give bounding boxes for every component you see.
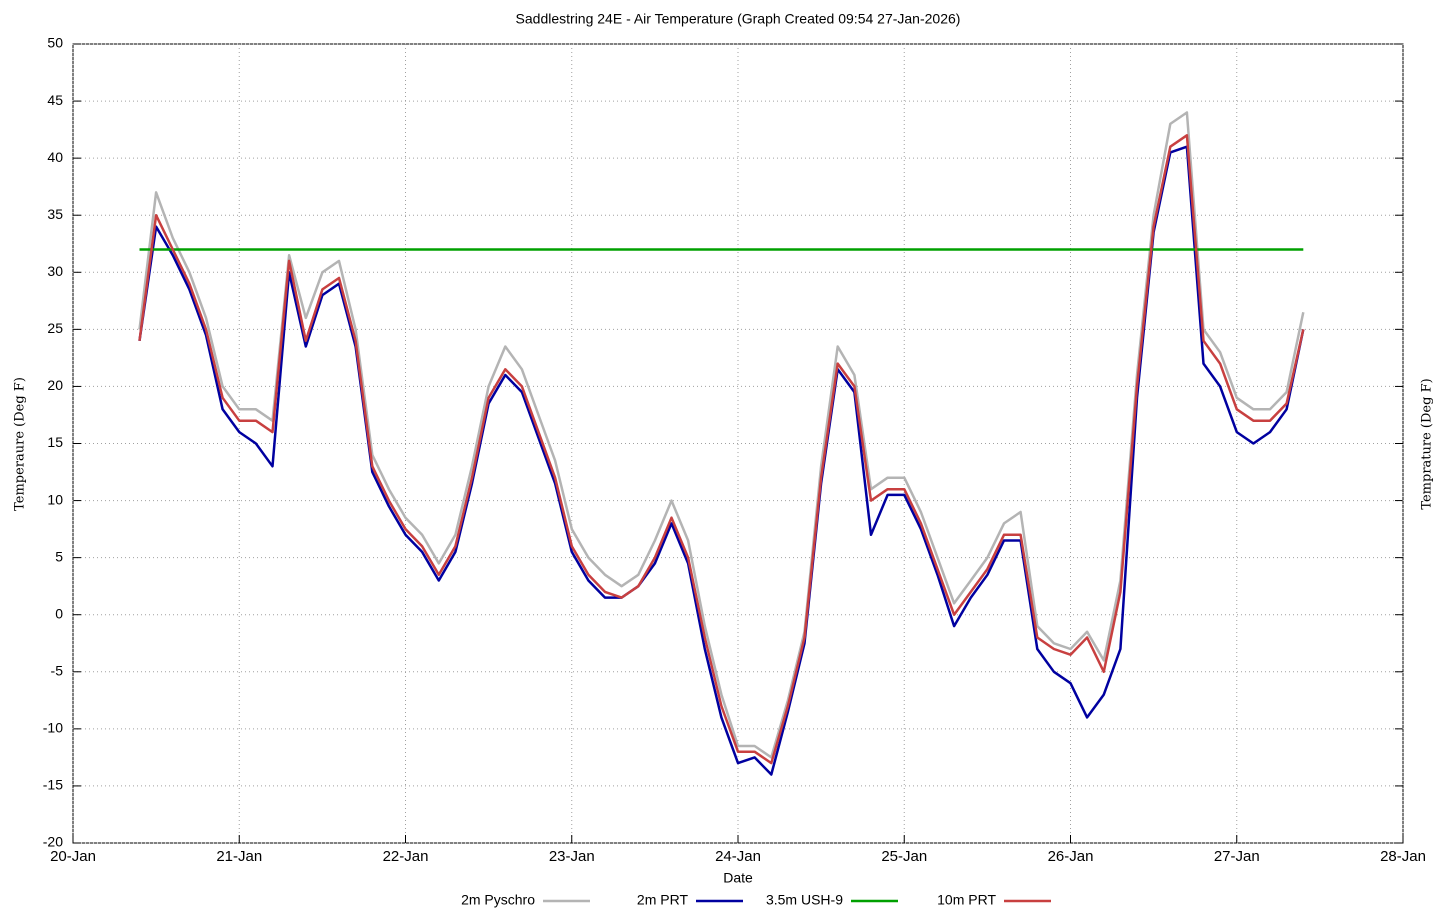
y-tick-label: 20 xyxy=(47,377,63,393)
y-tick-label: -5 xyxy=(51,662,64,678)
x-tick-label: 28-Jan xyxy=(1380,848,1426,865)
x-tick-label: 24-Jan xyxy=(715,848,761,865)
series-line xyxy=(138,145,1305,776)
chart-title: Saddlestring 24E - Air Temperature (Grap… xyxy=(516,11,961,27)
x-tick-label: 21-Jan xyxy=(216,848,262,865)
y-tick-label: 25 xyxy=(47,320,63,336)
y-tick-label: 5 xyxy=(55,548,63,564)
y-tick-label: -10 xyxy=(43,720,63,736)
series-line xyxy=(138,134,1305,765)
legend-label: 10m PRT xyxy=(937,892,996,908)
x-axis-label: Date xyxy=(723,870,753,886)
y-tick-label: 35 xyxy=(47,206,63,222)
x-tick-label: 22-Jan xyxy=(383,848,429,865)
x-tick-label: 27-Jan xyxy=(1214,848,1260,865)
y-tick-label: 30 xyxy=(47,263,63,279)
x-tick-label: 26-Jan xyxy=(1048,848,1094,865)
x-tick-label: 20-Jan xyxy=(50,848,96,865)
y-tick-label: 15 xyxy=(47,434,63,450)
y2-axis-label: Temprature (Deg F) xyxy=(1420,378,1435,509)
legend-label: 2m PRT xyxy=(637,892,689,908)
y-axis-label: Temperaure (Deg F) xyxy=(13,377,28,511)
y-tick-label: 10 xyxy=(47,491,63,507)
x-tick-label: 25-Jan xyxy=(881,848,927,865)
legend-label: 3.5m USH-9 xyxy=(766,892,843,908)
y-tick-label: -20 xyxy=(43,834,63,850)
y-tick-label: 45 xyxy=(47,92,63,108)
y-tick-label: 50 xyxy=(47,35,63,51)
y-tick-label: -15 xyxy=(43,777,63,793)
series-line xyxy=(138,111,1305,759)
legend-label: 2m Pyschro xyxy=(461,892,535,908)
x-tick-label: 23-Jan xyxy=(549,848,595,865)
y-tick-label: 0 xyxy=(55,605,63,621)
y-tick-label: 40 xyxy=(47,149,63,165)
